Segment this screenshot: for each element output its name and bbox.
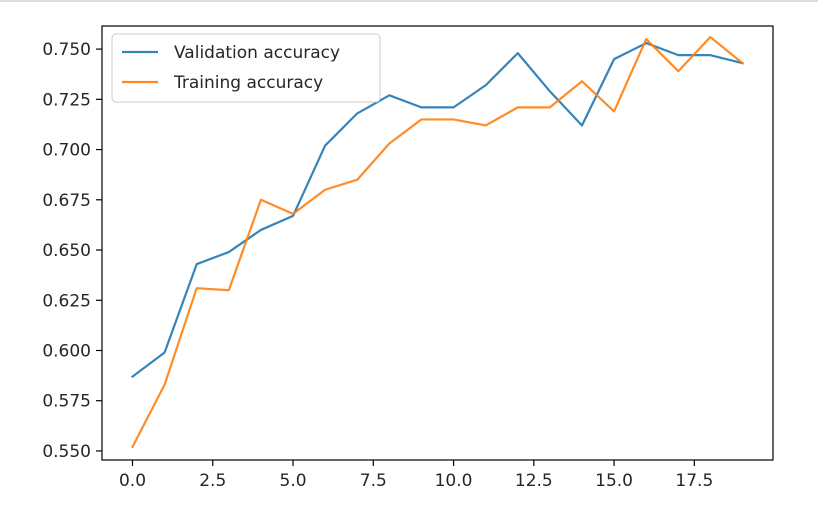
y-tick-label: 0.675 (42, 191, 91, 211)
legend-label: Training accuracy (173, 73, 323, 93)
legend: Validation accuracy Training accuracy (111, 33, 381, 103)
top-divider (0, 0, 818, 2)
x-tick-label: 5.0 (280, 471, 307, 491)
y-tick-label: 0.700 (42, 141, 91, 161)
y-tick-label: 0.625 (42, 291, 91, 311)
x-tick-label: 15.0 (595, 471, 633, 491)
x-tick-label: 10.0 (435, 471, 473, 491)
x-tick-label: 17.5 (675, 471, 713, 491)
series-line-validation (130, 41, 744, 379)
plot-frame (101, 25, 774, 461)
series-line-training (131, 35, 745, 449)
legend-label: Validation accuracy (174, 43, 340, 63)
plot-lines (130, 35, 745, 449)
y-tick-label: 0.725 (42, 90, 91, 110)
y-tick-label: 0.600 (42, 341, 91, 361)
y-tick-label: 0.750 (42, 40, 91, 60)
x-axis: 0.0 2.5 5.0 7.5 10.0 12.5 15.0 17.5 (119, 460, 713, 491)
x-tick-label: 0.0 (119, 471, 146, 491)
legend-box (111, 33, 381, 103)
y-tick-label: 0.575 (42, 392, 91, 412)
y-axis: 0.550 0.575 0.600 0.625 0.650 0.675 0.700 0.725… (42, 40, 102, 462)
x-tick-label: 12.5 (515, 471, 553, 491)
x-tick-label: 2.5 (199, 471, 226, 491)
x-tick-label: 7.5 (360, 471, 387, 491)
y-tick-label: 0.550 (42, 442, 91, 462)
y-tick-label: 0.650 (42, 241, 91, 261)
